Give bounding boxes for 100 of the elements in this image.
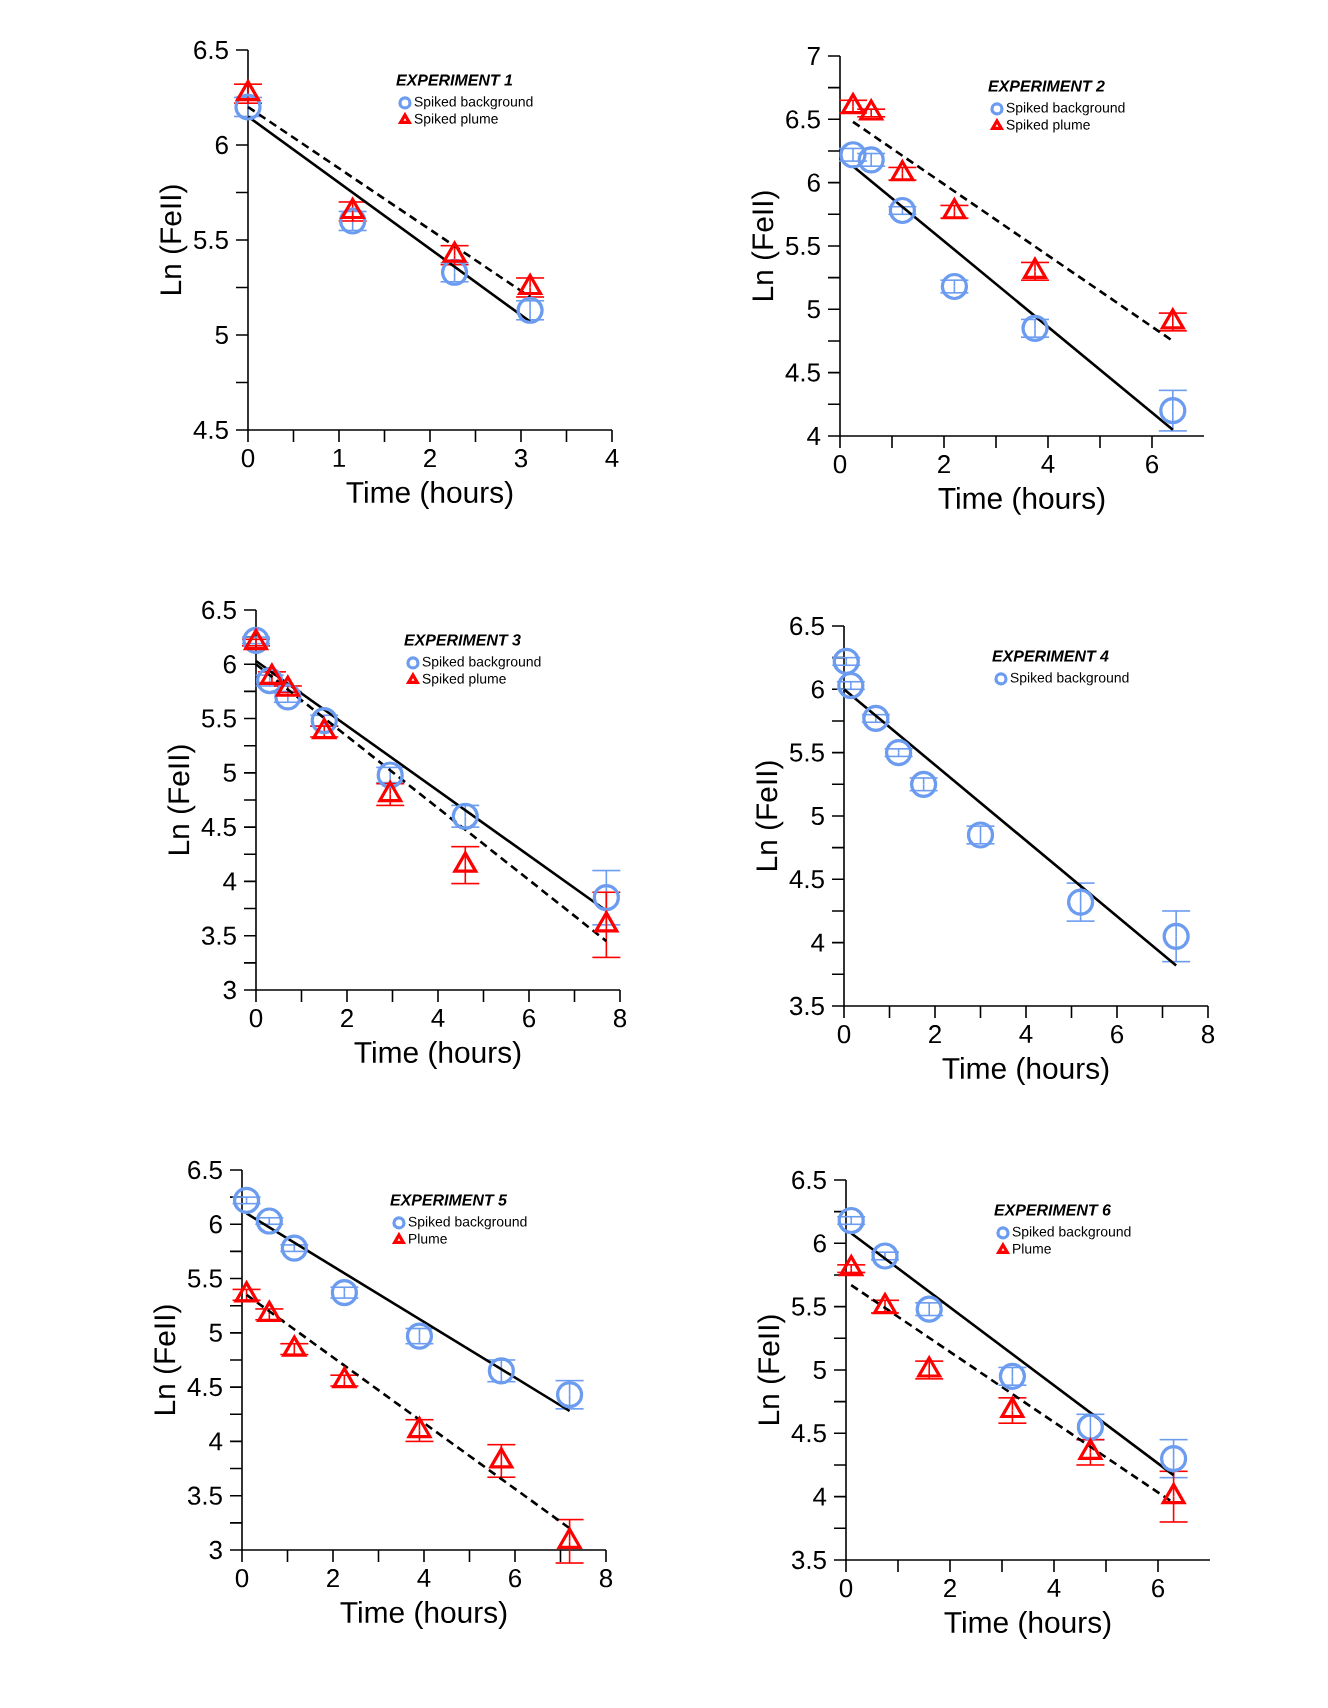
x-tick-label: 2 bbox=[929, 1025, 941, 1044]
y-tick-label: 4 bbox=[223, 872, 237, 891]
y-tick-label: 7 bbox=[807, 47, 820, 65]
point bbox=[405, 1322, 434, 1350]
y-tick-label: 4 bbox=[813, 1487, 827, 1506]
y-tick-label: 5.5 bbox=[789, 743, 824, 762]
point bbox=[1160, 1445, 1188, 1473]
x-tick-label: 8 bbox=[599, 1569, 613, 1588]
y-axis-title: Ln (FeII) bbox=[751, 191, 780, 301]
x-axis-title: Time (hours) bbox=[944, 1611, 1111, 1639]
x-tick-label: 4 bbox=[431, 1009, 445, 1027]
x-axis-title: Time (hours) bbox=[346, 481, 513, 509]
x-tick-label: 2 bbox=[938, 455, 950, 474]
point bbox=[259, 663, 284, 685]
y-tick-label: 4 bbox=[807, 427, 821, 445]
y-tick-label: 4.5 bbox=[187, 1378, 222, 1397]
x-tick-label: 6 bbox=[1146, 455, 1159, 474]
y-tick-label: 3.5 bbox=[201, 926, 236, 945]
y-tick-label: 6 bbox=[813, 1234, 826, 1253]
y-tick-label: 4.5 bbox=[785, 363, 820, 382]
y-tick-label: 4 bbox=[209, 1432, 223, 1451]
x-tick-label: 2 bbox=[341, 1009, 353, 1028]
y-tick-label: 6.5 bbox=[790, 616, 824, 636]
y-tick-label: 5 bbox=[223, 763, 236, 782]
x-axis-title: Time (hours) bbox=[938, 487, 1105, 515]
y-tick-label: 4 bbox=[811, 933, 825, 952]
y-tick-label: 5 bbox=[811, 806, 824, 826]
point bbox=[332, 1367, 357, 1389]
y-tick-label: 5 bbox=[813, 1360, 826, 1380]
y-tick-label: 3.5 bbox=[791, 1550, 826, 1570]
y-tick-label: 6 bbox=[215, 135, 228, 155]
x-tick-label: 4 bbox=[1019, 1025, 1033, 1043]
y-tick-label: 3.5 bbox=[789, 996, 824, 1016]
x-tick-label: 2 bbox=[327, 1569, 339, 1588]
x-tick-label: 8 bbox=[613, 1009, 627, 1028]
y-axis-title: Ln (FeII) bbox=[167, 745, 196, 855]
point bbox=[839, 141, 867, 169]
point bbox=[256, 666, 284, 695]
y-axis-title: Ln (FeII) bbox=[755, 761, 784, 871]
x-tick-label: 2 bbox=[424, 449, 436, 468]
y-tick-label: 5 bbox=[215, 325, 228, 345]
x-tick-label: 4 bbox=[417, 1569, 431, 1587]
y-tick-label: 5.5 bbox=[193, 230, 228, 250]
point bbox=[274, 683, 302, 711]
point bbox=[942, 198, 967, 220]
y-axis-title: Ln (FeII) bbox=[757, 1315, 786, 1425]
x-tick-label: 6 bbox=[509, 1569, 522, 1588]
point bbox=[280, 1234, 308, 1262]
y-tick-label: 6.5 bbox=[202, 600, 236, 620]
y-tick-label: 6 bbox=[807, 173, 820, 192]
point bbox=[940, 272, 968, 301]
point bbox=[234, 1281, 259, 1303]
y-tick-label: 6.5 bbox=[786, 110, 820, 129]
point bbox=[910, 770, 938, 798]
point bbox=[255, 1207, 283, 1235]
y-tick-label: 6 bbox=[209, 1215, 222, 1234]
x-tick-label: 1 bbox=[333, 449, 345, 467]
y-tick-label: 5.5 bbox=[201, 709, 236, 728]
point bbox=[557, 1527, 582, 1549]
x-tick-label: 6 bbox=[523, 1009, 536, 1028]
point bbox=[1078, 1438, 1103, 1460]
x-tick-label: 4 bbox=[1041, 455, 1055, 473]
y-axis-title: Ln (FeII) bbox=[159, 185, 188, 295]
y-tick-label: 4.5 bbox=[789, 870, 824, 889]
y-tick-label: 5.5 bbox=[791, 1297, 826, 1316]
point bbox=[1159, 397, 1187, 425]
point bbox=[832, 647, 860, 676]
x-tick-label: 4 bbox=[1047, 1579, 1061, 1597]
point bbox=[888, 196, 916, 225]
x-tick-label: 0 bbox=[833, 455, 847, 474]
x-tick-label: 0 bbox=[249, 1009, 263, 1028]
point bbox=[839, 1255, 864, 1277]
x-axis-title: Time (hours) bbox=[354, 1041, 521, 1069]
point bbox=[1162, 922, 1190, 950]
point bbox=[453, 851, 478, 873]
y-tick-label: 4.5 bbox=[201, 818, 236, 837]
y-tick-label: 5 bbox=[807, 300, 820, 319]
point bbox=[232, 1186, 261, 1214]
y-tick-label: 3 bbox=[209, 1540, 222, 1560]
y-tick-label: 5.5 bbox=[785, 236, 820, 256]
point bbox=[282, 1335, 307, 1357]
point bbox=[376, 761, 404, 789]
y-axis-title: Ln (FeII) bbox=[153, 1305, 182, 1415]
x-tick-label: 2 bbox=[944, 1579, 956, 1598]
y-tick-label: 5 bbox=[209, 1323, 222, 1342]
x-tick-label: 0 bbox=[837, 1025, 851, 1044]
point bbox=[915, 1295, 943, 1323]
y-tick-label: 3.5 bbox=[187, 1486, 222, 1505]
y-tick-label: 5.5 bbox=[187, 1269, 222, 1288]
y-tick-label: 6.5 bbox=[194, 40, 228, 60]
x-tick-label: 0 bbox=[235, 1569, 249, 1588]
point bbox=[1161, 1483, 1186, 1505]
point bbox=[837, 1206, 865, 1235]
point bbox=[871, 1242, 899, 1270]
point bbox=[862, 704, 890, 733]
x-axis-title: Time (hours) bbox=[942, 1057, 1109, 1085]
x-tick-label: 6 bbox=[1152, 1579, 1165, 1598]
y-tick-label: 4.5 bbox=[193, 420, 228, 440]
point bbox=[873, 1293, 897, 1315]
point bbox=[592, 884, 620, 912]
